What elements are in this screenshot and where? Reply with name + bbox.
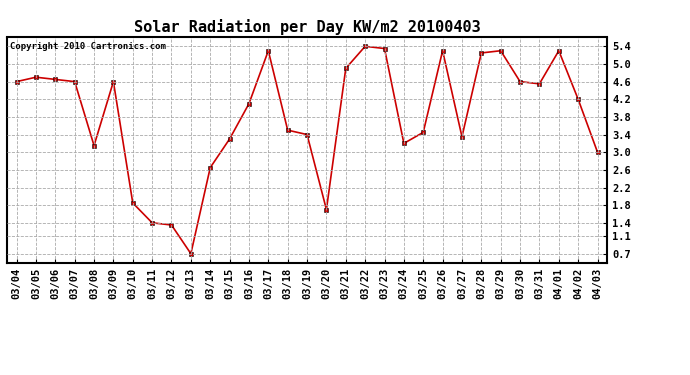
Title: Solar Radiation per Day KW/m2 20100403: Solar Radiation per Day KW/m2 20100403	[134, 19, 480, 35]
Text: Copyright 2010 Cartronics.com: Copyright 2010 Cartronics.com	[10, 42, 166, 51]
